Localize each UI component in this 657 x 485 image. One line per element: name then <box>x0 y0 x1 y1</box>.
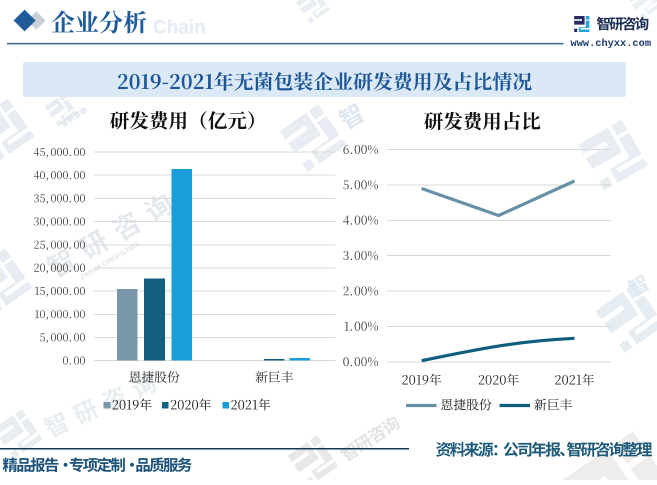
svg-text:www.chyxx.com: www.chyxx.com <box>571 38 652 50</box>
svg-text:Chain: Chain <box>153 18 206 39</box>
